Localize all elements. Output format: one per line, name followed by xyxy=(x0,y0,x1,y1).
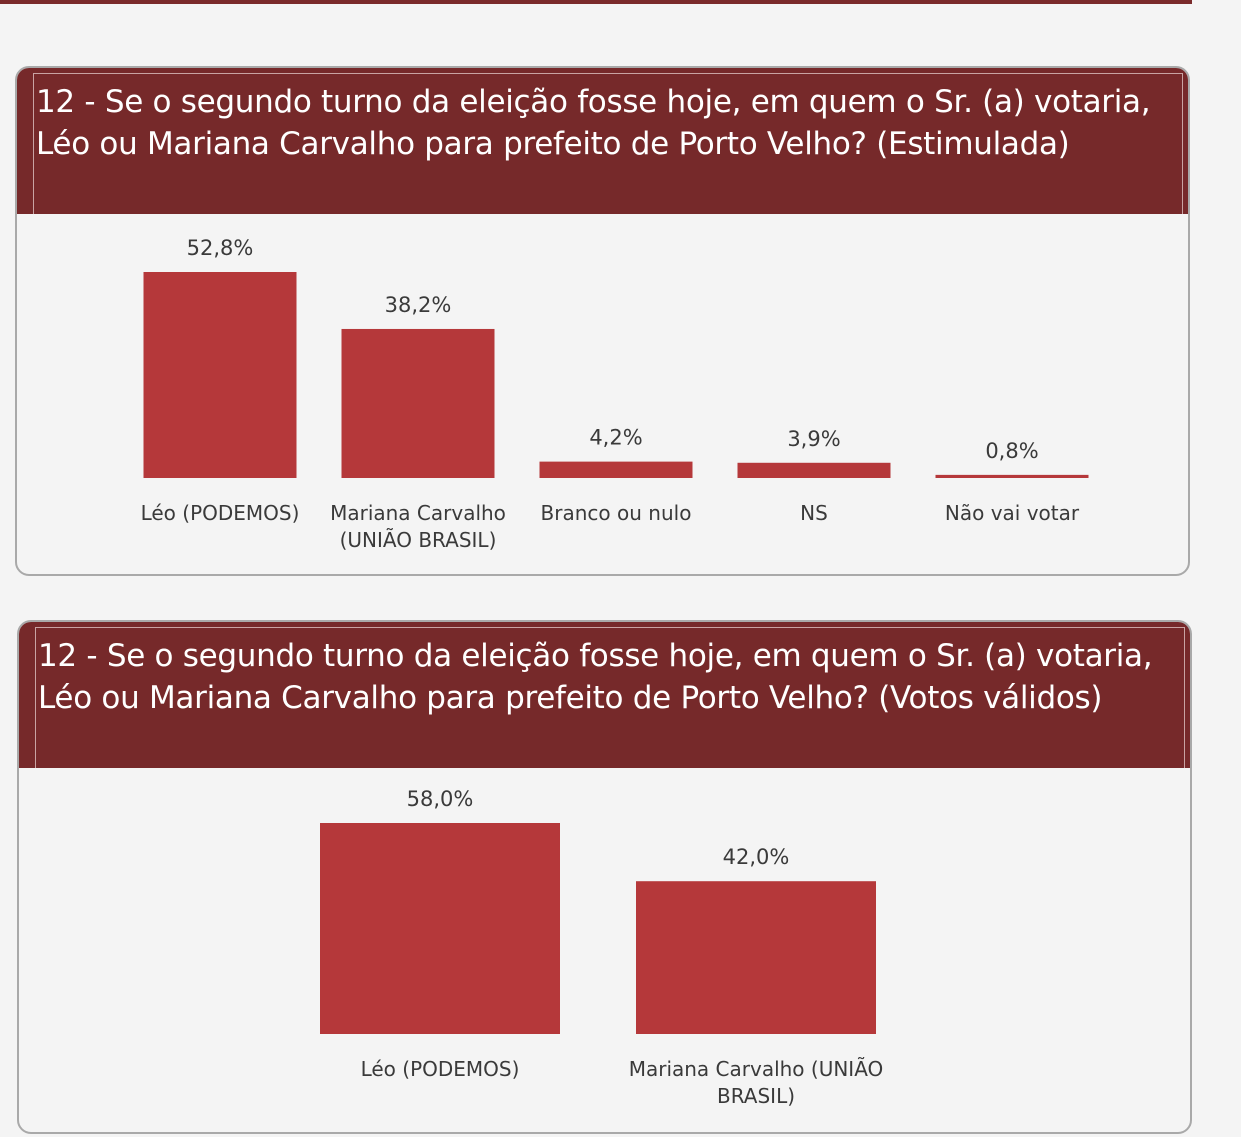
bar-1 xyxy=(341,328,495,478)
data-label-4: 0,8% xyxy=(985,439,1038,463)
category-label-1-line-1: (UNIÃO BRASIL) xyxy=(340,528,497,552)
data-label-2: 4,2% xyxy=(589,426,642,450)
top-divider xyxy=(0,0,1192,4)
bar-0 xyxy=(143,272,297,478)
panel-header: 12 - Se o segundo turno da eleição fosse… xyxy=(17,68,1188,214)
data-label-1: 42,0% xyxy=(723,845,790,869)
data-label-0: 52,8% xyxy=(187,236,254,260)
bar-4 xyxy=(935,474,1089,478)
category-label-1-line-0: Mariana Carvalho xyxy=(330,501,506,525)
chart-panel-votos-validos: 12 - Se o segundo turno da eleição fosse… xyxy=(17,620,1192,1134)
bar-1 xyxy=(636,881,876,1034)
data-label-3: 3,9% xyxy=(787,427,840,451)
bar-chart-estimulada: 52,8% Léo (PODEMOS) 38,2% Mariana Carvalho (… xyxy=(141,236,1089,552)
category-label-0: Léo (PODEMOS) xyxy=(361,1057,520,1081)
bar-chart-votos-validos: 58,0% Léo (PODEMOS) 42,0% Mariana Carvalho … xyxy=(320,787,884,1108)
panel-header: 12 - Se o segundo turno da eleição fosse… xyxy=(19,622,1190,768)
category-label-3: NS xyxy=(800,501,828,525)
data-label-0: 58,0% xyxy=(407,787,474,811)
bar-0 xyxy=(320,823,560,1034)
panel-header-frame: 12 - Se o segundo turno da eleição fosse… xyxy=(35,627,1185,768)
category-label-4: Não vai votar xyxy=(945,501,1080,525)
category-label-2: Branco ou nulo xyxy=(541,501,692,525)
chart-panel-estimulada: 12 - Se o segundo turno da eleição fosse… xyxy=(15,66,1190,576)
category-label-0: Léo (PODEMOS) xyxy=(141,501,300,525)
category-label-1-line-0: Mariana Carvalho (UNIÃO xyxy=(629,1057,884,1081)
panel-title: 12 - Se o segundo turno da eleição fosse… xyxy=(36,84,1151,162)
bar-3 xyxy=(737,462,891,478)
panel-header-frame: 12 - Se o segundo turno da eleição fosse… xyxy=(33,73,1183,214)
panel-title: 12 - Se o segundo turno da eleição fosse… xyxy=(38,638,1153,716)
category-label-1-line-1: BRASIL) xyxy=(717,1084,795,1108)
data-label-1: 38,2% xyxy=(385,293,452,317)
bar-2 xyxy=(539,461,693,478)
